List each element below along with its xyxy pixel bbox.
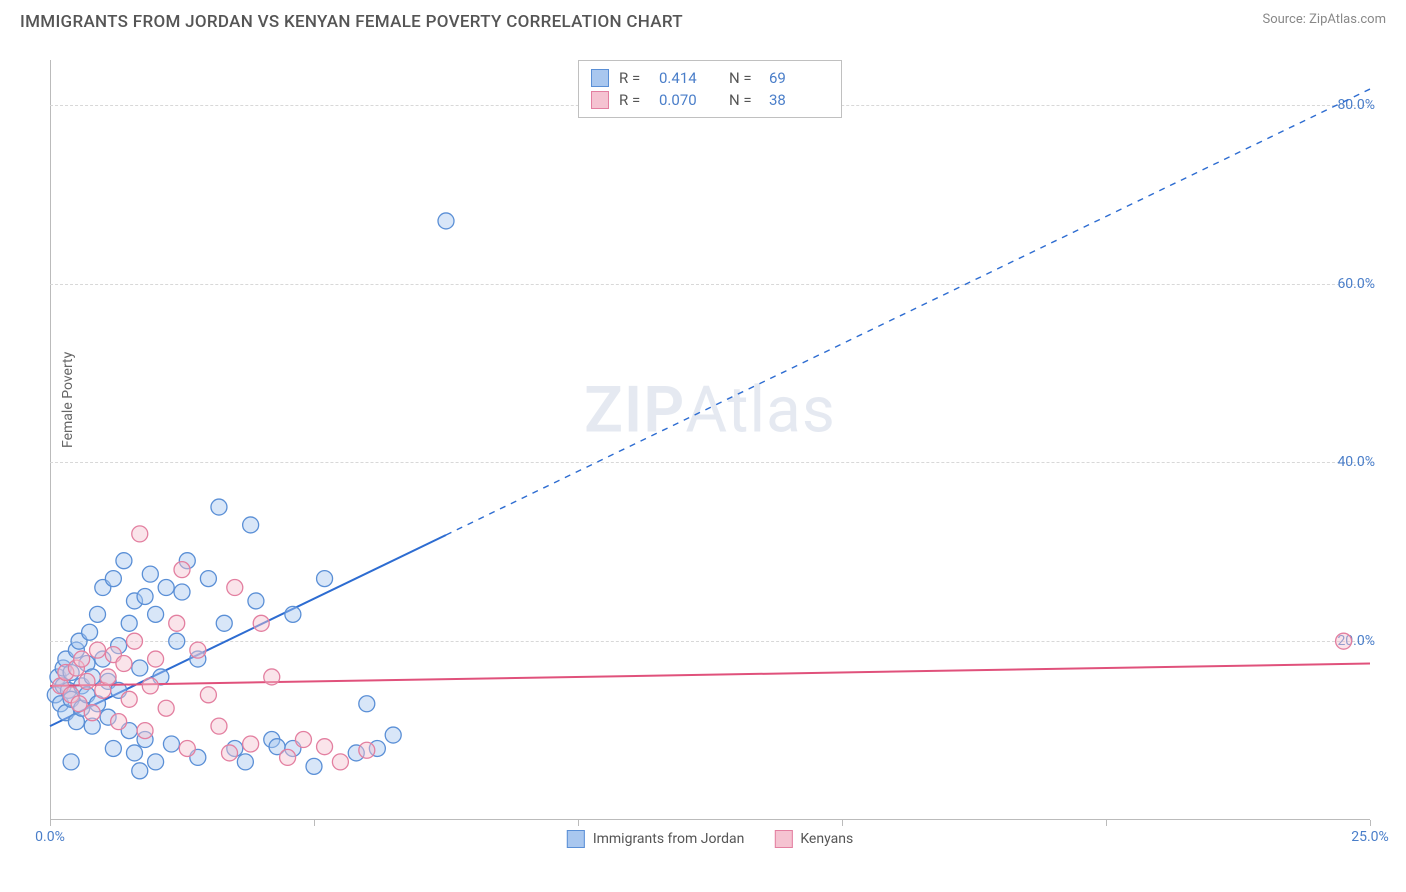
data-point bbox=[280, 749, 296, 765]
r-label: R = bbox=[619, 69, 649, 87]
data-point bbox=[285, 606, 301, 622]
x-tick bbox=[50, 820, 51, 826]
data-point bbox=[317, 571, 333, 587]
scatter-plot bbox=[50, 60, 1370, 820]
data-point bbox=[216, 615, 232, 631]
data-point bbox=[126, 633, 142, 649]
data-point bbox=[306, 758, 322, 774]
data-point bbox=[264, 669, 280, 685]
data-point bbox=[179, 740, 195, 756]
data-point bbox=[132, 526, 148, 542]
page-title: IMMIGRANTS FROM JORDAN VS KENYAN FEMALE … bbox=[20, 12, 683, 32]
data-point bbox=[200, 571, 216, 587]
data-point bbox=[243, 736, 259, 752]
data-point bbox=[169, 633, 185, 649]
legend-item-jordan: Immigrants from Jordan bbox=[567, 830, 745, 848]
x-tick bbox=[1370, 820, 1371, 826]
trendline-dashed bbox=[446, 89, 1370, 535]
data-point bbox=[248, 593, 264, 609]
data-point bbox=[132, 763, 148, 779]
legend-item-kenyan: Kenyans bbox=[774, 830, 853, 848]
data-point bbox=[243, 517, 259, 533]
data-point bbox=[200, 687, 216, 703]
n-label: N = bbox=[729, 91, 759, 109]
data-point bbox=[385, 727, 401, 743]
data-point bbox=[359, 742, 375, 758]
data-point bbox=[100, 669, 116, 685]
x-tick bbox=[314, 820, 315, 826]
r-value-kenyan: 0.070 bbox=[659, 91, 719, 109]
data-point bbox=[222, 745, 238, 761]
data-point bbox=[148, 606, 164, 622]
data-point bbox=[359, 696, 375, 712]
data-point bbox=[295, 732, 311, 748]
x-tick bbox=[842, 820, 843, 826]
data-point bbox=[253, 615, 269, 631]
r-label: R = bbox=[619, 91, 649, 109]
data-point bbox=[158, 700, 174, 716]
data-point bbox=[332, 754, 348, 770]
data-point bbox=[211, 499, 227, 515]
r-value-jordan: 0.414 bbox=[659, 69, 719, 87]
data-point bbox=[121, 691, 137, 707]
data-point bbox=[90, 642, 106, 658]
data-point bbox=[137, 588, 153, 604]
trendline-solid bbox=[50, 535, 446, 726]
data-point bbox=[126, 745, 142, 761]
data-point bbox=[121, 615, 137, 631]
swatch-pink-icon bbox=[774, 830, 792, 848]
legend-row-kenyan: R = 0.070 N = 38 bbox=[591, 89, 829, 111]
data-point bbox=[142, 678, 158, 694]
data-point bbox=[111, 714, 127, 730]
x-tick bbox=[578, 820, 579, 826]
legend-label-jordan: Immigrants from Jordan bbox=[593, 831, 745, 847]
swatch-blue-icon bbox=[591, 69, 609, 87]
data-point bbox=[132, 660, 148, 676]
data-point bbox=[63, 754, 79, 770]
x-tick-label: 25.0% bbox=[1351, 829, 1389, 845]
data-point bbox=[148, 651, 164, 667]
data-point bbox=[105, 571, 121, 587]
data-point bbox=[84, 705, 100, 721]
data-point bbox=[116, 656, 132, 672]
data-point bbox=[317, 739, 333, 755]
legend-row-jordan: R = 0.414 N = 69 bbox=[591, 67, 829, 89]
data-point bbox=[137, 723, 153, 739]
data-point bbox=[158, 580, 174, 596]
data-point bbox=[116, 553, 132, 569]
data-point bbox=[90, 606, 106, 622]
data-point bbox=[163, 736, 179, 752]
source-attribution: Source: ZipAtlas.com bbox=[1262, 12, 1386, 27]
correlation-chart: Female Poverty ZIPAtlas 20.0%40.0%60.0%8… bbox=[50, 60, 1370, 820]
n-label: N = bbox=[729, 69, 759, 87]
data-point bbox=[82, 624, 98, 640]
n-value-kenyan: 38 bbox=[769, 91, 829, 109]
x-tick bbox=[1106, 820, 1107, 826]
n-value-jordan: 69 bbox=[769, 69, 829, 87]
data-point bbox=[174, 584, 190, 600]
data-point bbox=[190, 642, 206, 658]
data-point bbox=[438, 213, 454, 229]
data-point bbox=[227, 580, 243, 596]
data-point bbox=[105, 740, 121, 756]
correlation-legend: R = 0.414 N = 69 R = 0.070 N = 38 bbox=[578, 60, 842, 118]
trendline-solid bbox=[50, 664, 1370, 686]
legend-label-kenyan: Kenyans bbox=[800, 831, 853, 847]
data-point bbox=[211, 718, 227, 734]
data-point bbox=[174, 562, 190, 578]
data-point bbox=[237, 754, 253, 770]
data-point bbox=[74, 651, 90, 667]
data-point bbox=[1336, 633, 1352, 649]
data-point bbox=[148, 754, 164, 770]
swatch-pink-icon bbox=[591, 91, 609, 109]
data-point bbox=[142, 566, 158, 582]
x-tick-label: 0.0% bbox=[35, 829, 65, 845]
swatch-blue-icon bbox=[567, 830, 585, 848]
data-point bbox=[79, 673, 95, 689]
data-point bbox=[169, 615, 185, 631]
series-legend: Immigrants from Jordan Kenyans bbox=[567, 830, 853, 848]
